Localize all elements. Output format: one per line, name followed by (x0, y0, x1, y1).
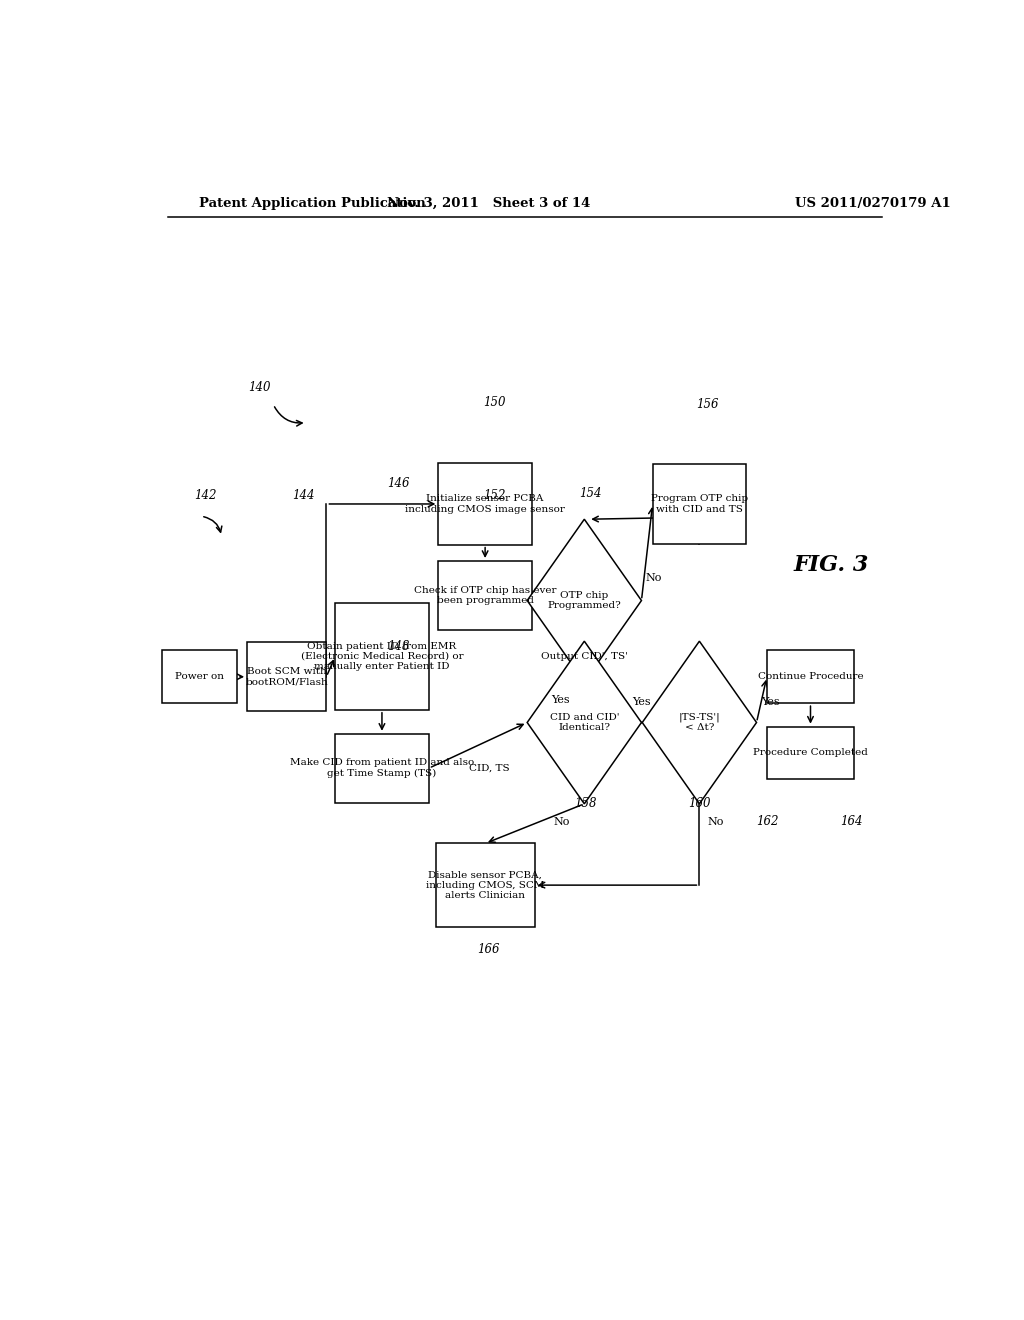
FancyBboxPatch shape (335, 734, 429, 803)
Text: Disable sensor PCBA,
including CMOS, SCM
alerts Clinician: Disable sensor PCBA, including CMOS, SCM… (426, 870, 545, 900)
FancyBboxPatch shape (162, 651, 238, 704)
Text: |TS-TS'|
< Δt?: |TS-TS'| < Δt? (679, 713, 720, 733)
Text: 158: 158 (574, 797, 597, 810)
Text: Boot SCM with
bootROM/Flash: Boot SCM with bootROM/Flash (246, 667, 328, 686)
Text: 162: 162 (757, 814, 779, 828)
Text: CID and CID'
Identical?: CID and CID' Identical? (550, 713, 620, 733)
Text: OTP chip
Programmed?: OTP chip Programmed? (548, 591, 622, 610)
Polygon shape (527, 519, 641, 682)
Text: Patent Application Publication: Patent Application Publication (200, 197, 426, 210)
Text: Initialize sensor PCBA
including CMOS image sensor: Initialize sensor PCBA including CMOS im… (406, 494, 565, 513)
Text: 160: 160 (688, 797, 711, 810)
FancyBboxPatch shape (652, 465, 746, 544)
Text: 140: 140 (249, 380, 271, 393)
Text: Yes: Yes (551, 696, 569, 705)
Text: Yes: Yes (633, 697, 651, 708)
Text: Power on: Power on (175, 672, 224, 681)
Text: Yes: Yes (762, 697, 780, 708)
Polygon shape (527, 642, 641, 804)
Text: 146: 146 (387, 477, 410, 490)
FancyBboxPatch shape (438, 463, 531, 545)
Text: Continue Procedure: Continue Procedure (758, 672, 863, 681)
Text: 152: 152 (483, 490, 506, 503)
FancyBboxPatch shape (767, 651, 854, 704)
Text: FIG. 3: FIG. 3 (793, 554, 868, 576)
Text: No: No (554, 817, 570, 828)
Text: Output CID', TS': Output CID', TS' (541, 652, 628, 661)
Text: No: No (645, 573, 662, 583)
Text: Nov. 3, 2011   Sheet 3 of 14: Nov. 3, 2011 Sheet 3 of 14 (387, 197, 591, 210)
FancyBboxPatch shape (767, 726, 854, 779)
Text: Procedure Completed: Procedure Completed (753, 748, 868, 758)
Text: 164: 164 (841, 814, 863, 828)
Text: 142: 142 (194, 490, 216, 503)
Text: 166: 166 (477, 942, 500, 956)
Text: No: No (708, 817, 723, 828)
FancyBboxPatch shape (335, 603, 429, 710)
Text: Make CID from patient ID and also
get Time Stamp (TS): Make CID from patient ID and also get Ti… (290, 759, 474, 777)
Text: Program OTP chip
with CID and TS: Program OTP chip with CID and TS (651, 494, 748, 513)
Text: Obtain patient ID from EMR
(Electronic Medical Record) or
manually enter Patient: Obtain patient ID from EMR (Electronic M… (301, 642, 463, 672)
Text: CID, TS: CID, TS (469, 764, 509, 772)
Text: 156: 156 (696, 397, 719, 411)
FancyBboxPatch shape (438, 561, 531, 630)
Polygon shape (642, 642, 757, 804)
Text: 148: 148 (387, 640, 410, 653)
Text: US 2011/0270179 A1: US 2011/0270179 A1 (795, 197, 950, 210)
FancyBboxPatch shape (247, 643, 327, 711)
Text: 154: 154 (579, 487, 601, 500)
Text: Check if OTP chip has ever
been programmed: Check if OTP chip has ever been programm… (414, 586, 556, 605)
FancyBboxPatch shape (435, 843, 535, 927)
Text: 150: 150 (483, 396, 506, 409)
Text: 144: 144 (292, 490, 314, 503)
